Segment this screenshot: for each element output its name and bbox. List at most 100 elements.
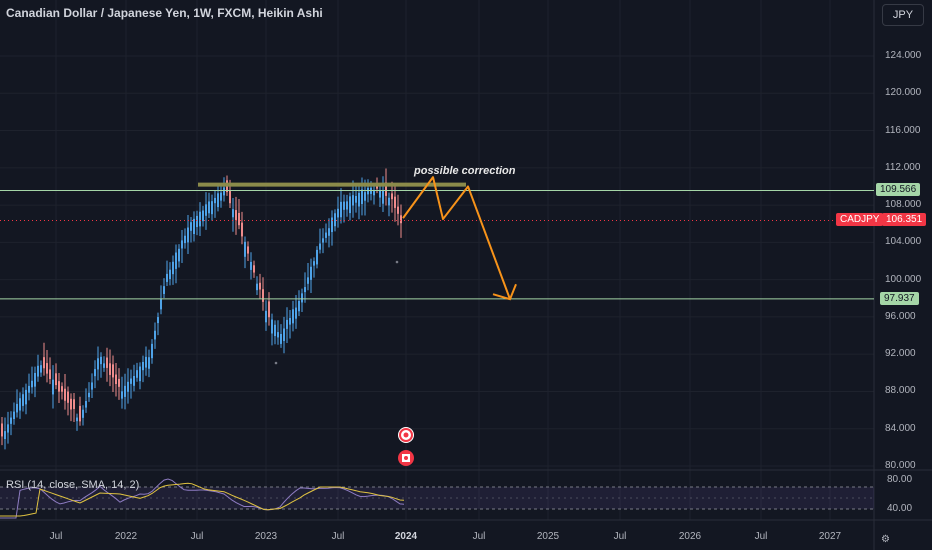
candle-body <box>145 356 147 368</box>
candle-body <box>271 319 273 334</box>
candle-body <box>244 241 246 257</box>
candle-body <box>1 423 3 437</box>
candle-body <box>103 363 105 368</box>
price-tick-label: 96.000 <box>885 310 916 322</box>
candle-body <box>4 431 6 440</box>
candles <box>1 168 402 450</box>
candle-body <box>355 196 357 203</box>
candle-body <box>304 287 306 293</box>
candle-body <box>358 192 360 207</box>
candle-body <box>241 222 243 237</box>
annotation-text[interactable]: possible correction <box>414 165 516 177</box>
candle-body <box>253 265 255 273</box>
rsi-pane <box>0 478 874 519</box>
candle-body <box>316 249 318 265</box>
price-tick-label: 92.000 <box>885 348 916 360</box>
candle-body <box>31 380 33 388</box>
projection-drawing[interactable] <box>402 176 517 301</box>
candle-body <box>178 248 180 262</box>
candle-body <box>139 366 141 382</box>
candle-body <box>61 386 63 392</box>
candle-body <box>169 269 171 280</box>
candle-body <box>331 217 333 233</box>
candle-body <box>265 310 267 323</box>
candle-body <box>262 289 264 302</box>
candle-body <box>130 378 132 384</box>
currency-button[interactable]: JPY <box>882 4 924 26</box>
candle-body <box>115 374 117 385</box>
candle-body <box>124 385 126 397</box>
candle-body <box>40 365 42 373</box>
time-tick-label: 2026 <box>678 531 702 542</box>
time-tick-label: Jul <box>49 531 63 542</box>
candle-body <box>334 213 336 227</box>
candle-body <box>184 235 186 244</box>
candle-body <box>361 189 363 205</box>
candle-body <box>340 201 342 218</box>
candle-body <box>214 197 216 204</box>
candle-body <box>109 363 111 375</box>
candle-body <box>394 196 396 208</box>
rsi-axis-80: 80.00 <box>887 474 913 485</box>
horizontal-levels[interactable] <box>0 182 874 300</box>
candle-body <box>94 369 96 377</box>
candle-body <box>181 240 183 249</box>
candle-body <box>148 357 150 369</box>
price-tick-label: 116.000 <box>885 124 921 136</box>
candle-body <box>199 211 201 227</box>
time-tick-label: Jul <box>472 531 486 542</box>
candle-body <box>106 357 108 368</box>
chart-title: Canadian Dollar / Japanese Yen, 1W, FXCM… <box>6 6 323 20</box>
candle-body <box>157 317 159 324</box>
lower-level-tag: 97.937 <box>880 292 919 305</box>
candle-body <box>28 385 30 393</box>
candle-body <box>223 187 225 196</box>
time-tick-label: Jul <box>613 531 627 542</box>
rsi-label: RSI (14, close, SMA, 14, 2) <box>6 479 140 491</box>
candle-body <box>208 201 210 214</box>
candle-body <box>289 318 291 325</box>
candle-body <box>154 330 156 340</box>
candle-body <box>34 372 36 387</box>
candle-body <box>367 187 369 195</box>
current-price-tag: 106.351 <box>882 213 927 226</box>
candle-body <box>85 400 87 408</box>
candle-body <box>259 282 261 290</box>
candle-body <box>91 382 93 390</box>
candle-body <box>58 381 60 392</box>
candle-body <box>193 218 195 235</box>
candle-body <box>352 195 354 206</box>
candle-body <box>349 196 351 214</box>
candle-body <box>55 373 57 386</box>
dot-marker <box>274 361 278 365</box>
candle-body <box>364 192 366 201</box>
price-tick-label: 124.000 <box>885 50 922 61</box>
rsi-line <box>0 478 405 519</box>
candle-body <box>118 378 120 387</box>
candle-body <box>397 206 399 214</box>
candle-body <box>16 403 18 413</box>
candle-body <box>76 417 78 422</box>
candle-body <box>64 388 66 401</box>
projection-path <box>402 176 511 300</box>
time-tick-label: 2022 <box>114 531 138 542</box>
candle-body <box>400 215 402 224</box>
rsi-axis-40: 40.00 <box>887 503 913 514</box>
candle-body <box>112 364 114 378</box>
candle-body <box>238 213 240 226</box>
settings-gear-icon[interactable]: ⚙ <box>881 534 890 545</box>
candle-body <box>217 193 219 208</box>
price-tick-label: 112.000 <box>885 161 921 173</box>
candle-body <box>202 210 204 222</box>
event-markers[interactable] <box>398 427 414 466</box>
candle-body <box>250 261 252 270</box>
candle-body <box>256 283 258 291</box>
candle-body <box>88 392 90 398</box>
candle-body <box>142 361 144 371</box>
candle-body <box>136 370 138 378</box>
time-tick-label: 2023 <box>254 531 278 542</box>
candle-body <box>319 243 321 250</box>
candle-body <box>121 391 123 399</box>
